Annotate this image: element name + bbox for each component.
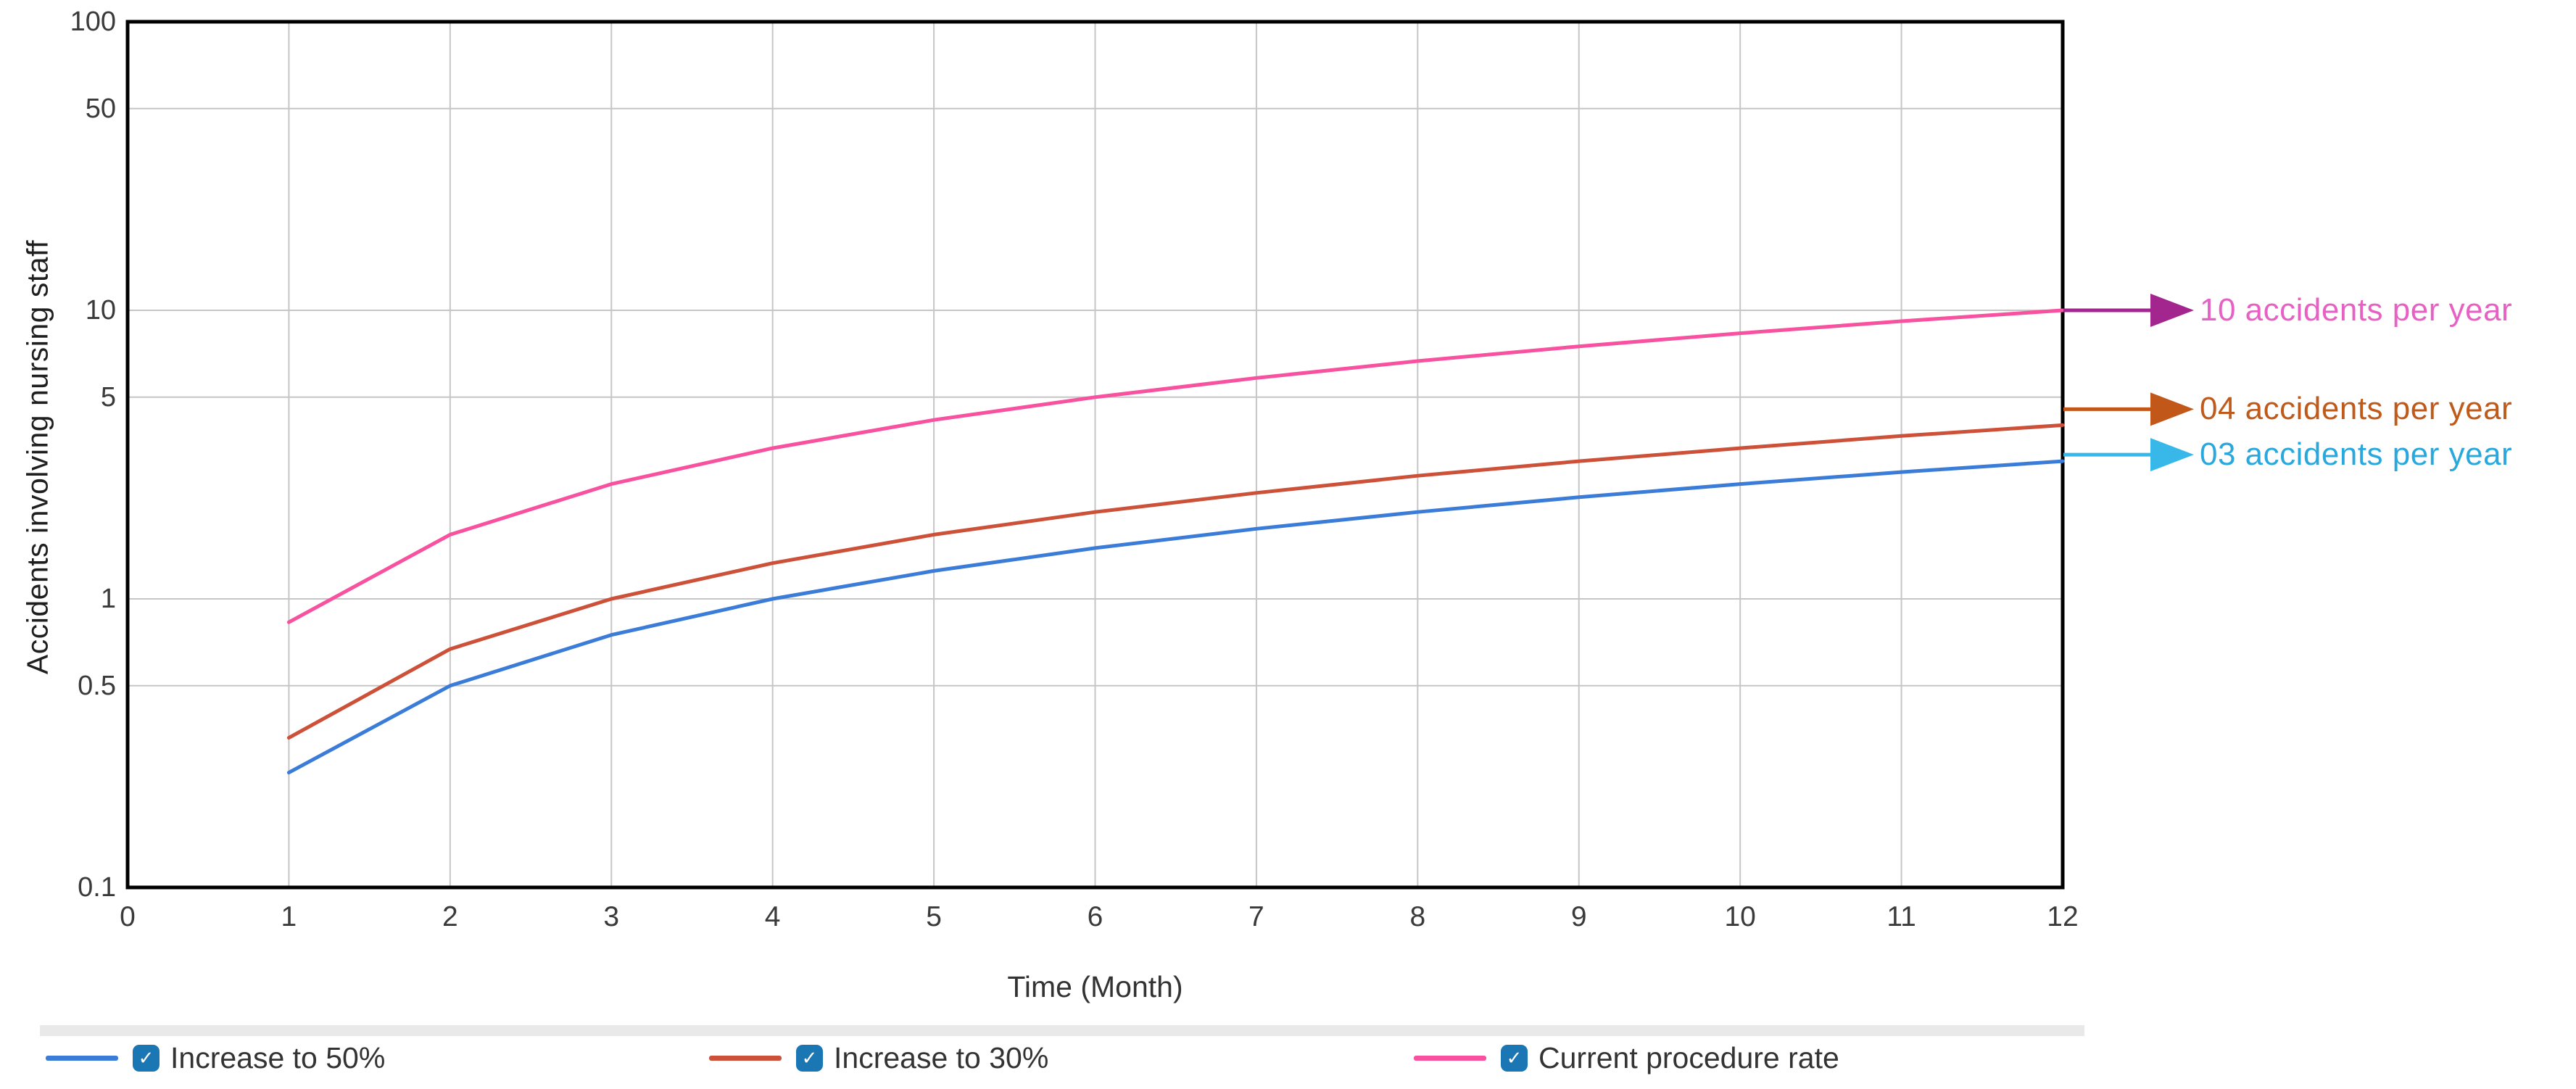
annotation-label: 03 accidents per year <box>2200 436 2513 473</box>
annotation-row: 10 accidents per year <box>2200 290 2512 331</box>
annotation-arrow-head-icon <box>2150 392 2194 426</box>
x-tick-label: 3 <box>603 901 620 932</box>
legend-item-current-procedure-rate[interactable]: ✓ Current procedure rate <box>1414 1039 1839 1077</box>
x-tick-label: 4 <box>764 901 781 932</box>
annotation-label: 04 accidents per year <box>2200 391 2513 427</box>
y-tick-label: 100 <box>70 7 116 37</box>
y-tick-label: 1 <box>100 584 116 614</box>
x-tick-label: 6 <box>1087 901 1103 932</box>
legend-checkbox[interactable]: ✓ <box>133 1044 160 1072</box>
series-line-increase-to-50- <box>286 459 2065 775</box>
x-tick-label: 7 <box>1248 901 1264 932</box>
x-axis-title: Time (Month) <box>1007 970 1183 1003</box>
x-tick-label: 10 <box>1724 901 1756 932</box>
annotation-arrow-head-icon <box>2150 294 2194 327</box>
series-line-increase-to-30- <box>286 423 2065 740</box>
legend-checkbox[interactable]: ✓ <box>796 1044 823 1072</box>
legend-label: Current procedure rate <box>1538 1040 1839 1074</box>
legend-line-swatch <box>46 1055 118 1061</box>
legend-label: Increase to 30% <box>834 1040 1049 1074</box>
legend-label: Increase to 50% <box>170 1040 386 1074</box>
annotation-label: 10 accidents per year <box>2200 292 2513 328</box>
x-tick-label: 0 <box>120 901 136 932</box>
y-tick-label: 50 <box>85 93 116 124</box>
x-tick-label: 1 <box>281 901 297 932</box>
annotation-arrow-head-icon <box>2150 438 2194 472</box>
y-tick-label: 0.1 <box>78 872 116 903</box>
legend-item-increase-to-30-[interactable]: ✓ Increase to 30% <box>709 1039 1048 1077</box>
legend-line-swatch <box>1414 1055 1486 1061</box>
x-tick-label: 12 <box>2047 901 2079 932</box>
annotation-row: 04 accidents per year <box>2200 389 2512 429</box>
legend-item-increase-to-50-[interactable]: ✓ Increase to 50% <box>46 1039 385 1077</box>
y-tick-label: 5 <box>100 381 116 413</box>
y-tick-label: 10 <box>85 295 116 326</box>
legend-checkbox[interactable]: ✓ <box>1501 1044 1528 1072</box>
series-line-current-procedure-rate <box>286 308 2065 624</box>
plot-border <box>125 20 2065 890</box>
x-tick-label: 9 <box>1570 901 1587 932</box>
x-tick-label: 8 <box>1409 901 1426 932</box>
legend-line-swatch <box>709 1055 782 1061</box>
x-tick-label: 5 <box>926 901 942 932</box>
y-tick-label: 0.5 <box>78 670 116 701</box>
x-tick-label: 2 <box>442 901 458 932</box>
x-tick-label: 11 <box>1887 901 1916 932</box>
annotation-row: 03 accidents per year <box>2200 434 2512 475</box>
legend-divider <box>40 1025 2084 1036</box>
